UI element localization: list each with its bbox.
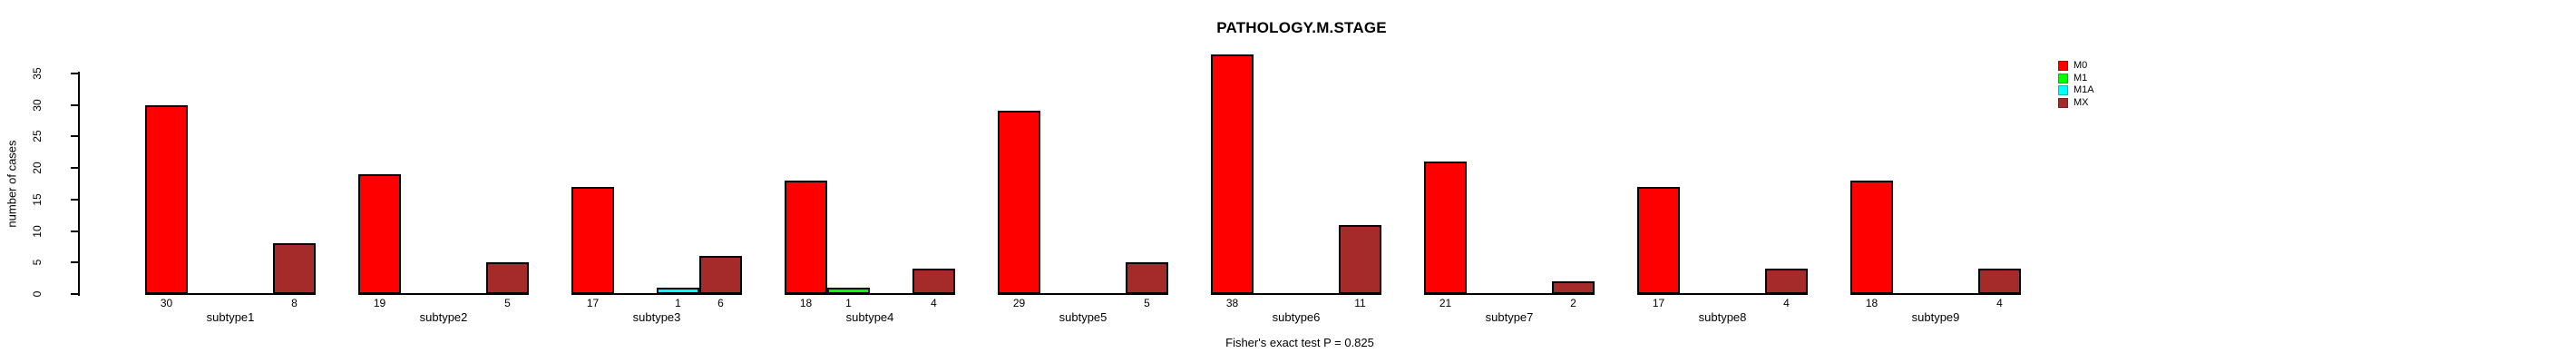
bar-value-label: 19	[373, 297, 386, 309]
legend-swatch-m1a	[2058, 85, 2068, 96]
y-axis-tick-label: 10	[31, 224, 44, 238]
bar-value-label: 6	[717, 297, 724, 309]
x-axis-category-label: subtype3	[632, 310, 681, 324]
bar-mx-subtype3	[699, 256, 742, 294]
legend-item-mx: MX	[2058, 97, 2094, 110]
y-axis-tick	[71, 135, 78, 138]
legend-item-m1a: M1A	[2058, 84, 2094, 97]
bar-mx-subtype6	[1339, 224, 1381, 294]
bar-m0-subtype8	[1637, 186, 1680, 294]
bar-m0-subtype7	[1424, 162, 1467, 294]
bar-value-label: 21	[1439, 297, 1452, 309]
fisher-test-note: Fisher's exact test P = 0.825	[1225, 336, 1374, 349]
y-axis-tick-label: 5	[31, 259, 44, 266]
y-axis-tick-label: 35	[31, 67, 44, 80]
bar-m0-subtype5	[998, 111, 1040, 294]
x-axis-category-label: subtype2	[419, 310, 468, 324]
x-axis-category-label: subtype6	[1272, 310, 1321, 324]
legend-swatch-m0	[2058, 61, 2068, 72]
y-axis-tick-label: 30	[31, 98, 44, 112]
bar-value-label: 29	[1012, 297, 1026, 309]
y-axis-tick-label: 20	[31, 162, 44, 174]
legend-item-m1: M1	[2058, 73, 2094, 85]
bar-m0-subtype3	[571, 186, 614, 294]
group-baseline	[571, 293, 742, 295]
group-baseline	[358, 293, 529, 295]
legend-label: MX	[2073, 96, 2089, 108]
y-axis-tick	[71, 167, 78, 169]
legend: M0 M1 M1A MX	[2058, 60, 2094, 109]
bar-value-label: 11	[1354, 297, 1366, 309]
legend-swatch-mx	[2058, 97, 2068, 108]
group-baseline	[1637, 293, 1808, 295]
bar-m1a-subtype3	[657, 288, 699, 294]
bar-value-label: 17	[1652, 297, 1665, 309]
y-axis-tick	[71, 103, 78, 106]
y-axis-tick	[71, 261, 78, 264]
x-axis-category-label: subtype8	[1698, 310, 1747, 324]
x-axis-category-label: subtype7	[1485, 310, 1534, 324]
bar-m1-subtype4	[827, 288, 870, 294]
bar-value-label: 1	[845, 297, 852, 309]
bar-mx-subtype5	[1126, 262, 1168, 294]
y-axis-tick	[71, 230, 78, 232]
x-axis-category-label: subtype9	[1911, 310, 1960, 324]
bar-value-label: 1	[675, 297, 681, 309]
bar-mx-subtype2	[486, 262, 529, 294]
bar-value-label: 4	[1996, 297, 2003, 309]
y-axis-tick-label: 25	[31, 130, 44, 142]
bar-value-label: 5	[1144, 297, 1150, 309]
x-axis-category-label: subtype4	[845, 310, 894, 324]
bar-m0-subtype4	[785, 180, 827, 294]
bar-mx-subtype8	[1765, 269, 1808, 294]
bar-value-label: 18	[1865, 297, 1878, 309]
x-axis-category-label: subtype5	[1059, 310, 1107, 324]
x-axis-category-label: subtype1	[206, 310, 255, 324]
legend-label: M1A	[2073, 84, 2094, 96]
legend-item-m0: M0	[2058, 60, 2094, 73]
group-baseline	[145, 293, 316, 295]
bar-value-label: 4	[1783, 297, 1790, 309]
bar-m0-subtype2	[358, 173, 401, 294]
bar-mx-subtype4	[912, 269, 955, 294]
legend-label: M1	[2073, 72, 2088, 83]
group-baseline	[998, 293, 1168, 295]
legend-swatch-m1	[2058, 73, 2068, 83]
bar-m0-subtype1	[145, 104, 188, 294]
legend-label: M0	[2073, 60, 2088, 72]
bar-value-label: 38	[1225, 297, 1239, 309]
bar-value-label: 30	[160, 297, 173, 309]
y-axis-line	[78, 72, 80, 296]
group-baseline	[1211, 293, 1381, 295]
bar-value-label: 4	[931, 297, 937, 309]
y-axis-tick-label: 0	[31, 290, 44, 298]
bar-m0-subtype6	[1211, 54, 1254, 294]
bar-mx-subtype1	[273, 243, 316, 294]
y-axis-title: number of cases	[5, 140, 19, 228]
bar-value-label: 8	[291, 297, 298, 309]
y-axis-tick	[71, 198, 78, 201]
y-axis-tick	[71, 72, 78, 74]
bar-mx-subtype9	[1978, 269, 2021, 294]
chart-title: PATHOLOGY.M.STAGE	[1216, 19, 1387, 36]
bar-value-label: 2	[1570, 297, 1576, 309]
y-axis-tick	[71, 293, 78, 295]
bar-value-label: 17	[586, 297, 600, 309]
group-baseline	[1424, 293, 1595, 295]
bar-m0-subtype9	[1850, 180, 1893, 294]
group-baseline	[785, 293, 955, 295]
bar-value-label: 18	[799, 297, 813, 309]
bar-value-label: 5	[504, 297, 511, 309]
bar-mx-subtype7	[1552, 281, 1595, 294]
group-baseline	[1850, 293, 2021, 295]
y-axis-tick-label: 15	[31, 193, 44, 206]
